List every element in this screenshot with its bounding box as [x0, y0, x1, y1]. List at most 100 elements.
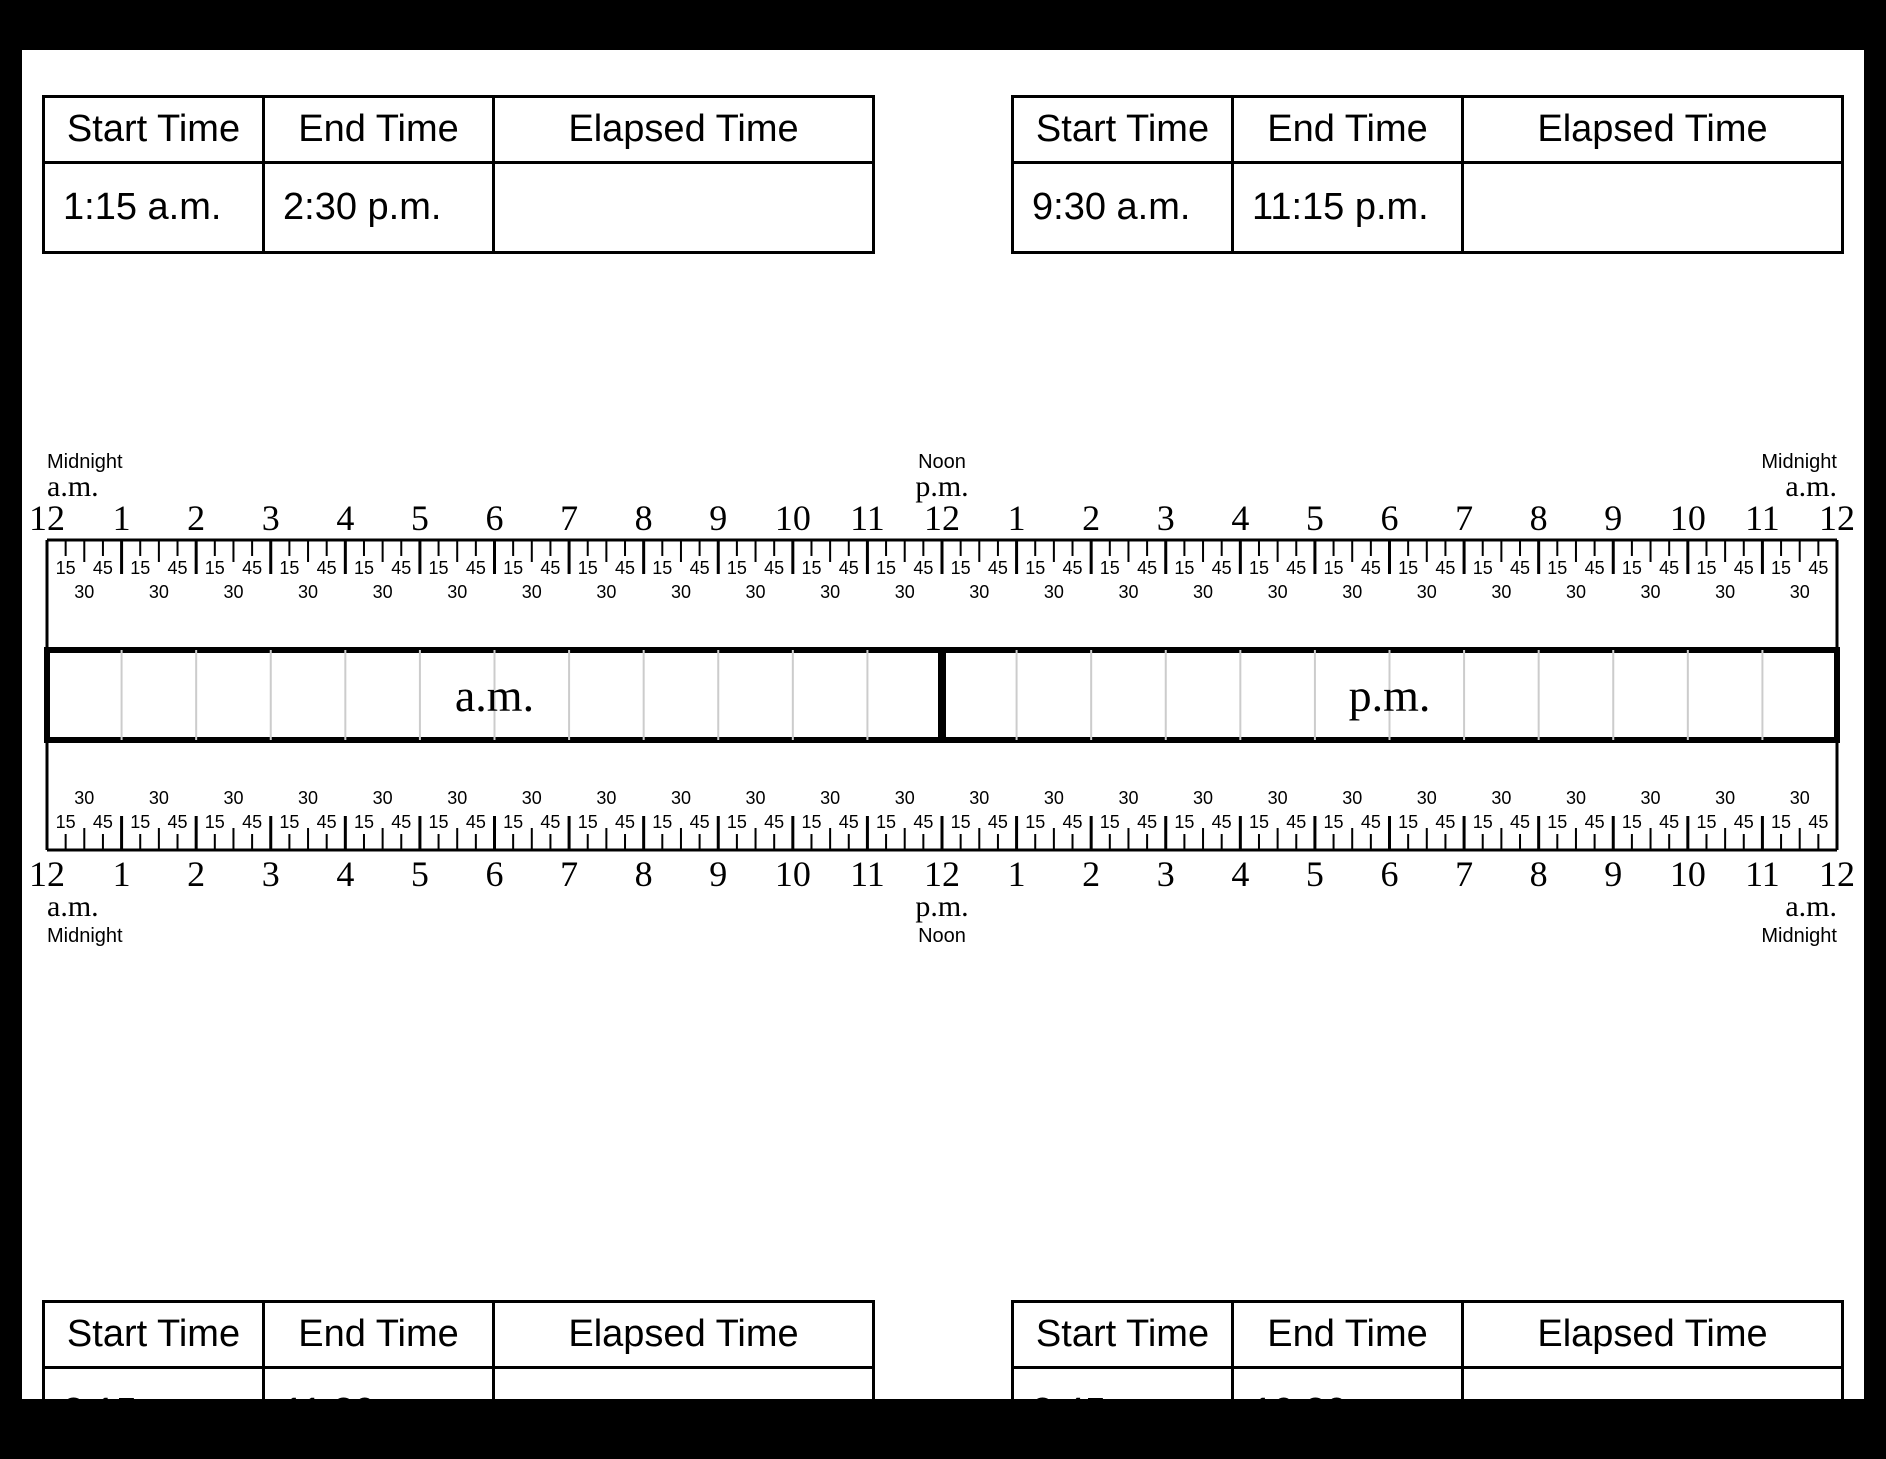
svg-text:15: 15 [876, 558, 896, 578]
svg-text:45: 45 [1510, 812, 1530, 832]
cell-end: 2:30 p.m. [264, 163, 494, 253]
svg-text:10: 10 [775, 498, 811, 538]
problem-table-bottom-left: Start Time End Time Elapsed Time 8:15 a.… [42, 1300, 875, 1459]
svg-text:9: 9 [709, 854, 727, 894]
svg-text:15: 15 [1547, 558, 1567, 578]
svg-text:30: 30 [596, 582, 616, 602]
cell-end: 10:30 p.m. [1233, 1368, 1463, 1458]
svg-text:15: 15 [1622, 558, 1642, 578]
problem-table-bottom-right: Start Time End Time Elapsed Time 8:45 a.… [1011, 1300, 1844, 1459]
svg-text:15: 15 [652, 812, 672, 832]
cell-elapsed[interactable] [494, 1368, 874, 1458]
svg-text:45: 45 [1212, 558, 1232, 578]
svg-text:15: 15 [727, 558, 747, 578]
svg-text:2: 2 [187, 854, 205, 894]
svg-text:15: 15 [503, 558, 523, 578]
svg-text:30: 30 [1342, 582, 1362, 602]
svg-text:15: 15 [1249, 558, 1269, 578]
svg-text:a.m.: a.m. [47, 890, 99, 923]
svg-text:a.m.: a.m. [1785, 890, 1837, 923]
svg-text:15: 15 [130, 558, 150, 578]
cell-start: 8:45 a.m. [1013, 1368, 1233, 1458]
svg-text:45: 45 [242, 558, 262, 578]
svg-text:a.m.: a.m. [47, 470, 99, 503]
svg-text:6: 6 [486, 498, 504, 538]
cell-elapsed[interactable] [494, 163, 874, 253]
svg-text:p.m.: p.m. [915, 470, 968, 503]
svg-text:30: 30 [1044, 582, 1064, 602]
col-header-end: End Time [1233, 97, 1463, 163]
svg-text:15: 15 [429, 558, 449, 578]
cell-end: 11:15 p.m. [1233, 163, 1463, 253]
svg-text:15: 15 [1174, 812, 1194, 832]
svg-text:30: 30 [1566, 582, 1586, 602]
svg-text:30: 30 [1790, 582, 1810, 602]
svg-text:15: 15 [1100, 812, 1120, 832]
svg-text:8: 8 [635, 854, 653, 894]
svg-text:30: 30 [298, 582, 318, 602]
svg-text:4: 4 [336, 498, 354, 538]
svg-text:15: 15 [1398, 558, 1418, 578]
svg-text:45: 45 [391, 812, 411, 832]
svg-text:4: 4 [1231, 498, 1249, 538]
svg-text:30: 30 [895, 788, 915, 808]
svg-text:12: 12 [1819, 854, 1855, 894]
svg-text:15: 15 [652, 558, 672, 578]
time-ruler: a.m.p.m.12154530115453021545303154530415… [22, 440, 1864, 1010]
svg-text:11: 11 [1745, 498, 1780, 538]
svg-text:45: 45 [615, 558, 635, 578]
svg-text:45: 45 [1286, 558, 1306, 578]
svg-text:3: 3 [262, 854, 280, 894]
svg-text:9: 9 [1604, 498, 1622, 538]
time-ruler-svg: a.m.p.m.12154530115453021545303154530415… [22, 440, 1864, 1010]
svg-text:30: 30 [1790, 788, 1810, 808]
svg-text:45: 45 [839, 812, 859, 832]
svg-text:15: 15 [205, 558, 225, 578]
svg-text:30: 30 [596, 788, 616, 808]
svg-text:30: 30 [223, 788, 243, 808]
col-header-start: Start Time [44, 97, 264, 163]
svg-text:15: 15 [1324, 558, 1344, 578]
svg-text:45: 45 [1435, 812, 1455, 832]
svg-text:45: 45 [93, 558, 113, 578]
svg-text:3: 3 [1157, 854, 1175, 894]
svg-text:30: 30 [447, 788, 467, 808]
svg-text:30: 30 [373, 582, 393, 602]
svg-text:30: 30 [149, 582, 169, 602]
svg-text:30: 30 [820, 788, 840, 808]
svg-text:15: 15 [279, 558, 299, 578]
svg-text:45: 45 [690, 812, 710, 832]
svg-text:15: 15 [1398, 812, 1418, 832]
svg-text:1: 1 [1008, 498, 1026, 538]
svg-text:30: 30 [671, 582, 691, 602]
svg-text:5: 5 [411, 854, 429, 894]
svg-text:15: 15 [130, 812, 150, 832]
svg-text:7: 7 [560, 498, 578, 538]
svg-text:8: 8 [1530, 854, 1548, 894]
svg-text:30: 30 [1193, 788, 1213, 808]
top-tables-row: Start Time End Time Elapsed Time 1:15 a.… [22, 50, 1864, 254]
svg-text:30: 30 [1715, 788, 1735, 808]
col-header-start: Start Time [1013, 97, 1233, 163]
svg-text:15: 15 [279, 812, 299, 832]
col-header-end: End Time [264, 97, 494, 163]
svg-text:1: 1 [113, 854, 131, 894]
svg-text:45: 45 [1585, 812, 1605, 832]
svg-text:11: 11 [850, 854, 885, 894]
cell-elapsed[interactable] [1463, 163, 1843, 253]
svg-text:30: 30 [74, 788, 94, 808]
svg-text:a.m.: a.m. [455, 670, 534, 721]
svg-text:5: 5 [1306, 854, 1324, 894]
svg-text:45: 45 [466, 812, 486, 832]
svg-text:a.m.: a.m. [1785, 470, 1837, 503]
svg-text:12: 12 [29, 854, 65, 894]
svg-text:30: 30 [1566, 788, 1586, 808]
svg-text:15: 15 [429, 812, 449, 832]
svg-text:30: 30 [1118, 582, 1138, 602]
svg-text:45: 45 [1585, 558, 1605, 578]
svg-text:6: 6 [1381, 498, 1399, 538]
svg-text:3: 3 [262, 498, 280, 538]
svg-text:15: 15 [727, 812, 747, 832]
cell-elapsed[interactable] [1463, 1368, 1843, 1458]
svg-text:45: 45 [242, 812, 262, 832]
